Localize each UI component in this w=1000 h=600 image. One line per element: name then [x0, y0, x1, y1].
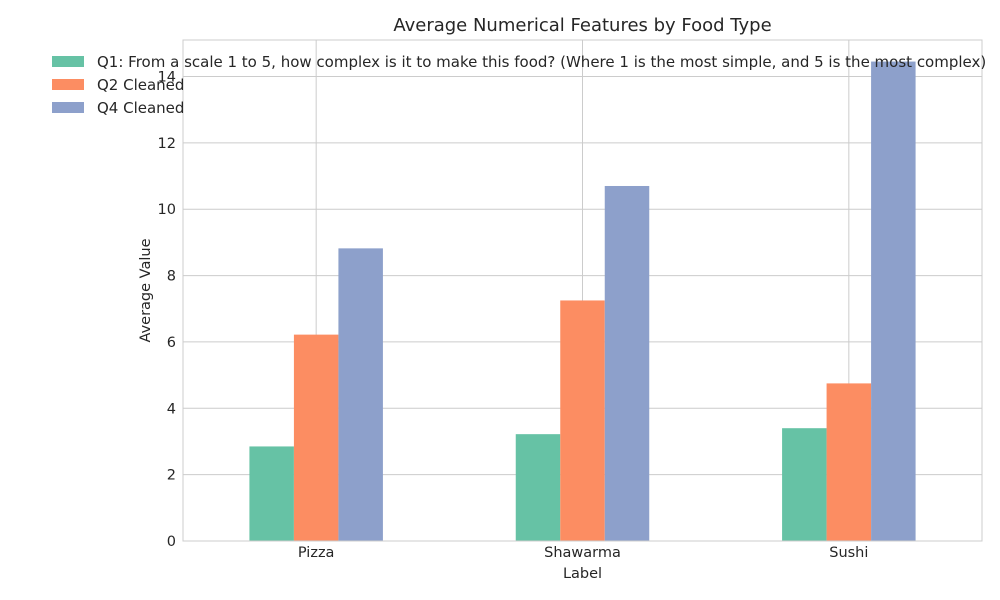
y-tick-label: 2 [167, 468, 176, 484]
bar-sushi-series-3 [871, 61, 916, 542]
legend-swatch [52, 79, 84, 90]
bar-pizza-series-3 [338, 248, 383, 541]
x-tick-label: Shawarma [544, 545, 621, 561]
x-axis-label: Label [563, 566, 602, 582]
chart-title: Average Numerical Features by Food Type [393, 15, 771, 36]
bar-sushi-series-2 [826, 383, 872, 541]
tick-layer: 0 2 4 6 8 10 12 14 Pizza Shawarma Sushi [158, 69, 869, 561]
legend-entry-label: Q2 Cleaned [97, 76, 184, 94]
y-axis-label: Average Value [138, 238, 154, 342]
legend-swatch [52, 56, 84, 67]
bar-pizza-series-1 [249, 446, 294, 541]
bar-shawarma-series-2 [560, 300, 605, 541]
x-tick-label: Pizza [298, 545, 335, 561]
legend: Q1: From a scale 1 to 5, how complex is … [52, 53, 986, 117]
y-tick-label: 12 [158, 136, 176, 152]
bar-shawarma-series-3 [604, 185, 650, 541]
x-tick-label: Sushi [829, 545, 868, 561]
y-tick-label: 4 [167, 401, 176, 417]
legend-entry-label: Q1: From a scale 1 to 5, how complex is … [97, 53, 986, 71]
legend-swatch [52, 102, 84, 113]
axes-frame [182, 39, 983, 542]
y-tick-label: 8 [167, 269, 176, 285]
bar-shawarma-series-1 [515, 434, 561, 541]
bar-pizza-series-2 [293, 334, 339, 541]
bar-layer [249, 61, 916, 542]
legend-entry-label: Q4 Cleaned [97, 99, 184, 117]
bar-sushi-series-1 [782, 428, 827, 541]
y-tick-label: 0 [167, 534, 176, 550]
y-tick-label: 10 [158, 202, 176, 218]
y-tick-label: 6 [167, 335, 176, 351]
y-tick-label: 14 [158, 69, 176, 85]
